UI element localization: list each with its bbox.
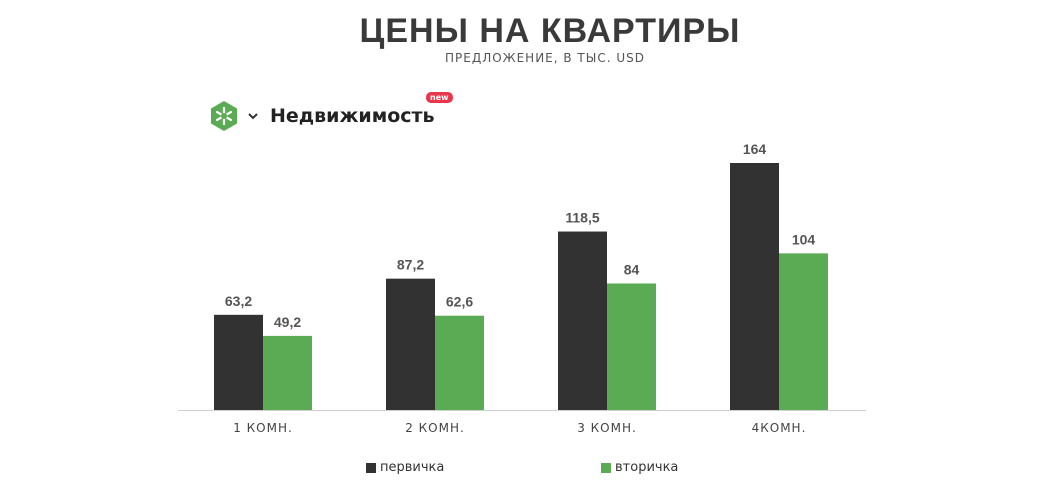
chart-subtitle: ПРЕДЛОЖЕНИЕ, В ТЫС. USD [444,51,646,65]
x-tick-label-3: 3 КОМН. [577,421,637,435]
bar-secondary-4 [779,253,828,410]
x-tick-label-4: 4КОМН. [752,421,807,435]
brand-selector[interactable]: Недвижимость new [208,92,453,133]
data-label-secondary-1: 49,2 [274,314,301,330]
x-tick-label-1: 1 КОМН. [233,421,293,435]
legend-swatch-secondary [601,462,611,473]
legend-item-primary: первичка [366,460,444,475]
brand-name-text: Недвижимость [270,105,435,127]
data-label-primary-1: 63,2 [225,293,252,309]
bar-secondary-3 [607,283,656,410]
data-label-primary-3: 118,5 [565,210,599,226]
bar-secondary-1 [263,335,312,410]
green-hexagon-snowflake-icon [208,100,240,132]
chevron-down-icon[interactable] [246,109,260,123]
data-label-secondary-2: 62,6 [446,294,473,310]
data-label-primary-2: 87,2 [397,257,424,273]
new-badge: new [426,92,453,103]
chart-title: ЦЕНЫ НА КВАРТИРЫ [359,12,741,50]
data-label-secondary-3: 84 [624,261,640,277]
legend-label-secondary: вторичка [615,460,679,475]
data-label-primary-4: 164 [743,141,767,157]
legend-label-primary: первичка [380,460,445,475]
bar-secondary-2 [435,315,484,410]
data-label-secondary-4: 104 [792,231,816,247]
legend-swatch-primary [366,462,376,473]
bar-primary-3 [558,231,607,410]
brand-name: Недвижимость new [270,92,453,127]
bar-primary-2 [386,278,435,410]
x-tick-label-2: 2 КОМН. [405,421,465,435]
bar-primary-1 [214,314,263,410]
bar-primary-4 [730,163,779,410]
legend-item-secondary: вторичка [601,460,678,475]
